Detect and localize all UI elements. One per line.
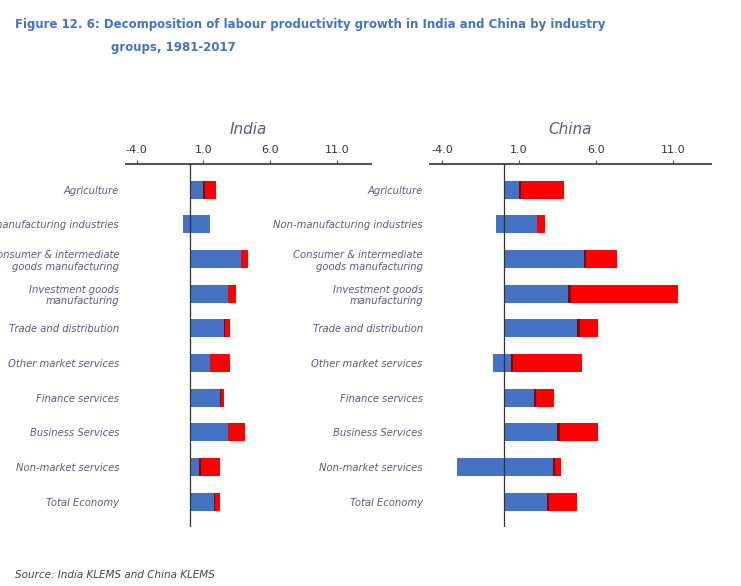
Bar: [547, 493, 549, 511]
Bar: [504, 215, 537, 233]
Text: Source: India KLEMS and China KLEMS: Source: India KLEMS and China KLEMS: [15, 570, 215, 580]
Bar: [190, 389, 219, 407]
Bar: [537, 215, 545, 233]
Bar: [190, 493, 214, 511]
Bar: [216, 493, 219, 511]
Bar: [205, 180, 216, 199]
Bar: [513, 354, 582, 372]
Bar: [504, 180, 519, 199]
Bar: [571, 285, 678, 303]
Bar: [190, 180, 204, 199]
Bar: [496, 215, 504, 233]
Bar: [457, 458, 504, 476]
Bar: [511, 354, 513, 372]
Bar: [579, 319, 598, 338]
Bar: [219, 389, 221, 407]
Bar: [584, 250, 586, 268]
Bar: [493, 354, 504, 372]
Bar: [534, 389, 536, 407]
Bar: [504, 354, 511, 372]
Bar: [577, 319, 579, 338]
Bar: [504, 458, 553, 476]
Bar: [221, 389, 224, 407]
Bar: [504, 319, 577, 338]
Bar: [227, 424, 245, 441]
Title: India: India: [230, 121, 267, 137]
Bar: [549, 493, 576, 511]
Bar: [201, 458, 219, 476]
Text: Figure 12. 6: Decomposition of labour productivity growth in India and China by : Figure 12. 6: Decomposition of labour pr…: [15, 18, 605, 30]
Bar: [568, 285, 571, 303]
Bar: [204, 180, 205, 199]
Bar: [557, 424, 559, 441]
Bar: [190, 250, 241, 268]
Bar: [227, 285, 236, 303]
Bar: [225, 319, 230, 338]
Bar: [190, 319, 224, 338]
Bar: [241, 250, 247, 268]
Bar: [504, 424, 557, 441]
Bar: [190, 424, 227, 441]
Bar: [184, 215, 190, 233]
Bar: [522, 180, 565, 199]
Text: groups, 1981-2017: groups, 1981-2017: [111, 41, 236, 54]
Bar: [210, 354, 230, 372]
Legend: Capital Deepening, Labour Quality, TFP: Capital Deepening, Labour Quality, TFP: [471, 462, 610, 515]
Bar: [553, 458, 555, 476]
Title: China: China: [549, 121, 592, 137]
Bar: [536, 389, 554, 407]
Bar: [190, 215, 210, 233]
Bar: [224, 319, 225, 338]
Bar: [504, 250, 584, 268]
Bar: [504, 285, 568, 303]
Bar: [586, 250, 617, 268]
Bar: [504, 493, 547, 511]
Bar: [190, 354, 210, 372]
Bar: [555, 458, 562, 476]
Bar: [190, 458, 199, 476]
Bar: [199, 458, 201, 476]
Bar: [214, 493, 216, 511]
Bar: [190, 285, 227, 303]
Bar: [559, 424, 598, 441]
Bar: [504, 389, 534, 407]
Bar: [519, 180, 522, 199]
